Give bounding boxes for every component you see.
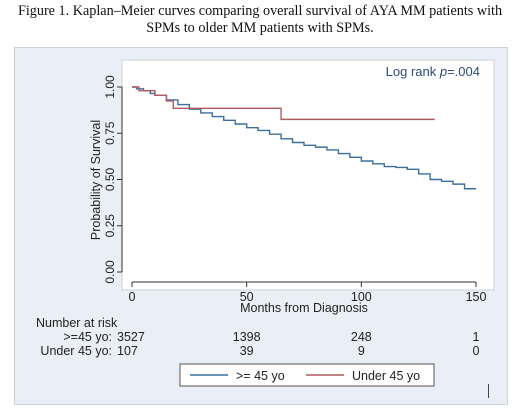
- risk-count: 1398: [233, 330, 261, 344]
- risk-row-label: >=45 yo:: [63, 330, 112, 344]
- y-tick-label: 0.25: [103, 214, 117, 238]
- series-layer: [132, 86, 476, 190]
- risk-count: 3527: [117, 330, 145, 344]
- y-tick-label: 0.50: [103, 167, 117, 191]
- x-axis-label: Months from Diagnosis: [240, 301, 368, 315]
- risk-table-title: Number at risk: [36, 316, 118, 330]
- y-tick-label: 0.75: [103, 121, 117, 145]
- text-cursor: [488, 384, 489, 398]
- risk-count: 39: [240, 344, 254, 358]
- caption-line-2: SPMs to older MM patients with SPMs.: [146, 20, 374, 36]
- y-axis-label: Probability of Survival: [89, 120, 103, 240]
- risk-count: 9: [358, 344, 365, 358]
- series-line-45-plus: [132, 86, 476, 190]
- risk-row-label: Under 45 yo:: [40, 344, 112, 358]
- legend-label: Under 45 yo: [352, 369, 420, 383]
- risk-count: 107: [117, 344, 138, 358]
- log-rank-annotation: Log rank p=.004: [386, 64, 480, 79]
- y-tick-label: 1.00: [103, 75, 117, 99]
- y-ticks: 0.00 0.25 0.50 0.75 1.00: [103, 75, 122, 284]
- x-tick-label: 150: [466, 290, 487, 304]
- plot-area: [121, 59, 495, 291]
- series-line-under-45: [132, 86, 435, 121]
- risk-count: 1: [473, 330, 480, 344]
- legend-label: >= 45 yo: [236, 369, 285, 383]
- risk-table: >=45 yo: 3527 1398 248 1 Under 45 yo: 107 39 9 0: [40, 330, 479, 358]
- x-tick-label: 100: [351, 290, 372, 304]
- x-tick-label: 50: [240, 290, 254, 304]
- risk-count: 0: [473, 344, 480, 358]
- x-ticks: 0 50 100 150: [129, 282, 487, 304]
- caption-line-1: Figure 1. Kaplan–Meier curves comparing …: [17, 3, 503, 19]
- x-tick-label: 0: [129, 290, 136, 304]
- risk-count: 248: [351, 330, 372, 344]
- legend: >= 45 yo Under 45 yo: [190, 369, 420, 383]
- y-tick-label: 0.00: [103, 260, 117, 284]
- figure-caption: Figure 1. Kaplan–Meier curves comparing …: [0, 3, 520, 37]
